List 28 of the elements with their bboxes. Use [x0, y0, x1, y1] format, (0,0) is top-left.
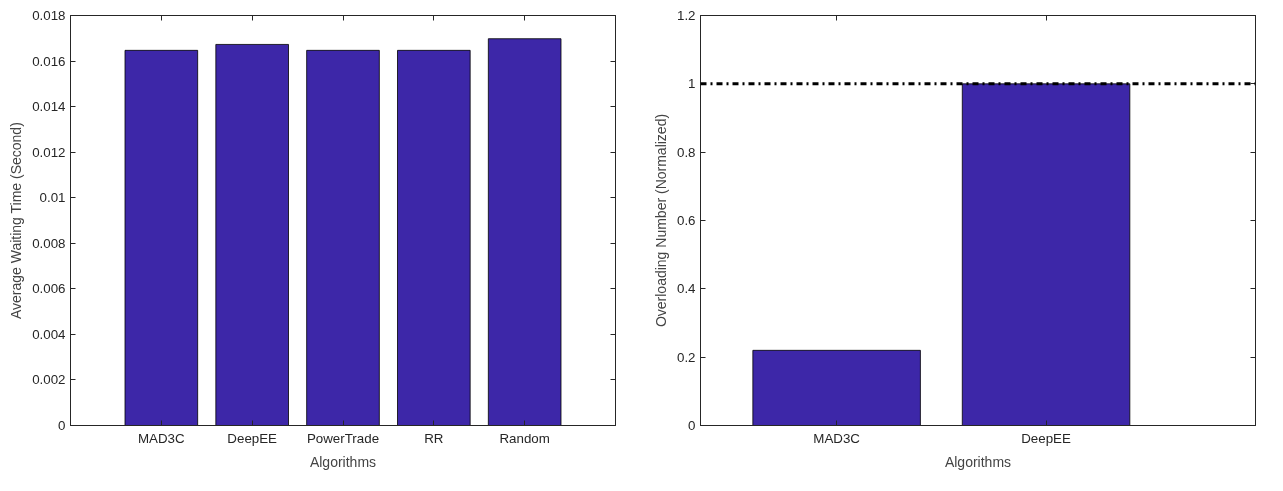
y-axis-title: Overloading Number (Normalized) — [652, 113, 669, 328]
y-tick-label: 1.2 — [676, 8, 696, 23]
x-tick-label: MAD3C — [138, 430, 186, 446]
y-tick-label: 0 — [688, 418, 696, 433]
y-tick-label: 0.6 — [676, 213, 696, 228]
x-tick-label: DeepEE — [1021, 430, 1071, 446]
x-tick-label: PowerTrade — [306, 430, 380, 446]
x-tick-label: MAD3C — [813, 430, 861, 446]
y-tick-label: 1 — [688, 76, 696, 92]
y-tick-label: 0.012 — [32, 144, 66, 160]
x-axis-title: Algorithms — [944, 453, 1012, 470]
y-tick-label: 0.002 — [32, 372, 66, 388]
y-tick-label: 0.01 — [39, 190, 66, 206]
y-tick-label: 0.2 — [676, 349, 696, 365]
x-tick-label: Random — [499, 430, 550, 446]
y-tick-label: 0.014 — [32, 99, 67, 115]
y-tick-label: 0.006 — [32, 281, 66, 297]
x-axis-title: Algorithms — [309, 453, 377, 470]
y-tick-label: 0.016 — [32, 53, 66, 69]
y-tick-label: 0 — [58, 418, 66, 433]
y-axis-title: Average Waiting Time (Second) — [8, 122, 25, 320]
y-tick-label: 0.008 — [32, 235, 66, 251]
y-tick-label: 0.4 — [676, 281, 697, 297]
y-tick-label: 0.018 — [32, 8, 66, 23]
x-tick-label: DeepEE — [227, 430, 278, 446]
y-tick-label: 0.8 — [676, 144, 696, 160]
x-tick-label: RR — [424, 430, 444, 446]
y-tick-label: 0.004 — [32, 326, 67, 342]
